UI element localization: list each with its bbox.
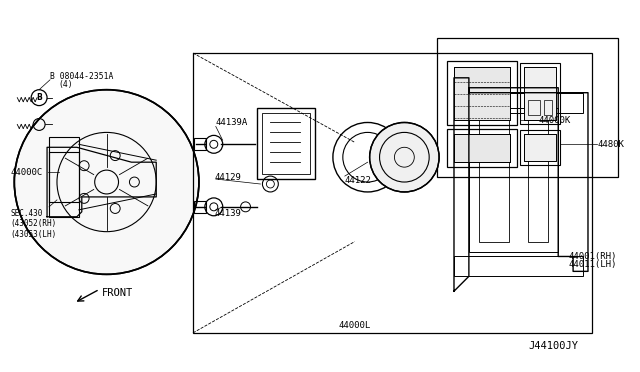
Bar — [469, 108, 558, 251]
Bar — [529, 118, 548, 241]
Bar — [529, 100, 540, 115]
Text: FRONT: FRONT — [102, 288, 133, 298]
Bar — [454, 67, 509, 119]
Bar — [49, 202, 79, 217]
Bar — [257, 108, 315, 179]
Text: 44000C: 44000C — [10, 168, 43, 177]
Text: B 08044-2351A: B 08044-2351A — [50, 72, 113, 81]
Bar — [194, 138, 206, 150]
Bar — [524, 67, 556, 121]
Text: J44100JY: J44100JY — [529, 341, 579, 351]
Text: 44139A: 44139A — [216, 118, 248, 127]
Bar — [454, 67, 509, 119]
Bar — [262, 113, 310, 174]
Text: 44000K: 44000K — [538, 116, 571, 125]
Bar — [479, 118, 509, 241]
Bar — [454, 93, 583, 113]
Text: 44122: 44122 — [345, 176, 372, 185]
Bar — [544, 100, 552, 115]
Text: B: B — [36, 93, 42, 102]
Text: 44129: 44129 — [215, 173, 242, 182]
Bar — [520, 63, 560, 125]
Bar — [454, 256, 583, 276]
Bar — [520, 131, 560, 165]
Text: 44011(LH): 44011(LH) — [568, 260, 616, 269]
Bar — [447, 61, 516, 125]
Bar — [193, 53, 592, 333]
Bar — [194, 201, 206, 213]
Text: (4): (4) — [58, 80, 72, 89]
Bar — [454, 134, 509, 162]
Text: SEC.430
(43052(RH)
(43053(LH): SEC.430 (43052(RH) (43053(LH) — [10, 209, 56, 238]
Text: 44001(RH): 44001(RH) — [568, 252, 616, 261]
Bar — [49, 137, 79, 152]
Text: 44139: 44139 — [215, 209, 242, 218]
Bar — [524, 67, 556, 121]
Text: 4480K: 4480K — [598, 140, 625, 149]
Bar — [437, 38, 618, 177]
Bar — [524, 134, 556, 161]
Text: 44000L: 44000L — [339, 321, 371, 330]
Bar — [447, 129, 516, 167]
Bar — [454, 134, 509, 162]
Circle shape — [14, 90, 199, 274]
Circle shape — [370, 122, 439, 192]
Bar — [524, 134, 556, 161]
